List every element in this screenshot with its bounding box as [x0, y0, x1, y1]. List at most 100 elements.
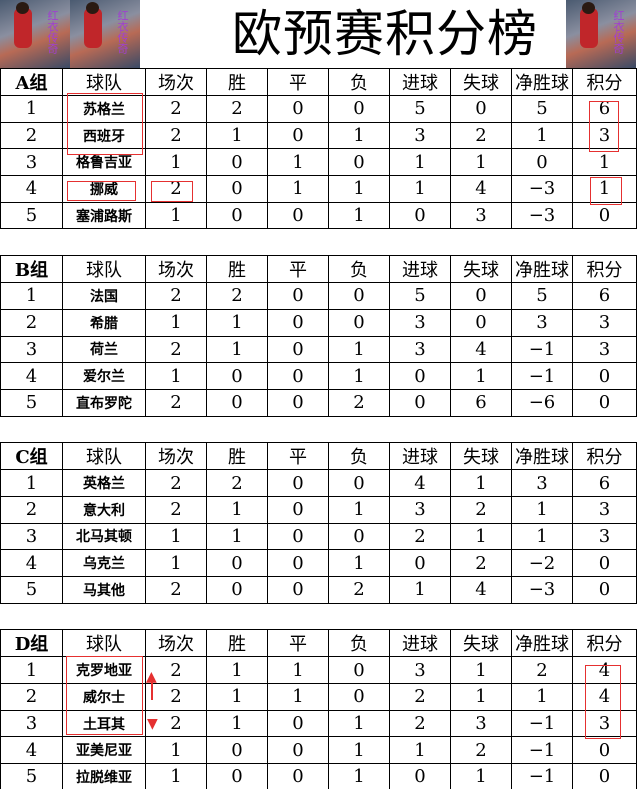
column-header: 失球	[450, 68, 512, 96]
table-cell: 0	[450, 282, 512, 310]
table-cell: −1	[511, 709, 573, 738]
table-cell: 2	[450, 121, 512, 150]
table-cell: 4	[572, 683, 637, 711]
table-cell: 0	[267, 95, 329, 123]
table-row: 2 西班牙 2 1 0 1 3 2 1 3	[0, 121, 637, 150]
player-logo-image: 红衣传奇	[0, 0, 70, 68]
team-name: 意大利	[62, 495, 146, 524]
column-header: 失球	[450, 442, 512, 471]
table-cell: 0	[328, 148, 390, 177]
table-row: 4 爱尔兰 1 0 0 1 0 1 −1 0	[0, 362, 637, 390]
group-label: A组	[0, 68, 63, 96]
table-cell: −1	[511, 763, 573, 789]
table-cell: 3	[0, 522, 63, 551]
table-cell: 6	[450, 388, 512, 417]
table-row: 1 苏格兰 2 2 0 0 5 0 5 6	[0, 95, 637, 123]
table-cell: 0	[328, 469, 390, 497]
empty-cell	[511, 228, 573, 257]
empty-cell	[389, 228, 451, 257]
group-label: D组	[0, 629, 63, 658]
table-cell: 1	[450, 522, 512, 551]
table-row: 3 荷兰 2 1 0 1 3 4 −1 3	[0, 335, 637, 364]
column-header: 场次	[145, 68, 207, 96]
team-name: 克罗地亚	[62, 656, 146, 685]
table-row: 5 塞浦路斯 1 0 0 1 0 3 −3 0	[0, 201, 637, 230]
table-cell: 2	[145, 121, 207, 150]
table-cell: 3	[572, 495, 637, 524]
empty-cell	[450, 602, 512, 631]
column-header: 失球	[450, 629, 512, 658]
column-header: 场次	[145, 442, 207, 471]
table-cell: 2	[206, 469, 268, 497]
table-cell: 1	[145, 522, 207, 551]
table-cell: 0	[328, 683, 390, 711]
table-cell: 0	[572, 362, 637, 390]
empty-cell	[572, 228, 637, 257]
table-row: 2 威尔士 2 1 1 0 2 1 1 4	[0, 683, 637, 711]
table-cell: 0	[572, 388, 637, 417]
table-cell: 1	[328, 335, 390, 364]
table-cell: 2	[145, 495, 207, 524]
column-header: 失球	[450, 255, 512, 284]
table-cell: 1	[450, 656, 512, 685]
table-cell: 0	[206, 148, 268, 177]
table-cell: 2	[450, 736, 512, 765]
table-cell: 0	[328, 95, 390, 123]
table-cell: 0	[267, 549, 329, 577]
table-cell: 0	[389, 763, 451, 789]
table-cell: 1	[328, 121, 390, 150]
table-cell: 1	[328, 495, 390, 524]
table-cell: 6	[572, 469, 637, 497]
table-cell: 0	[206, 736, 268, 765]
table-cell: 2	[206, 282, 268, 310]
table-cell: −2	[511, 549, 573, 577]
empty-cell	[450, 228, 512, 257]
table-cell: −3	[511, 175, 573, 203]
empty-cell	[145, 415, 207, 444]
table-cell: 0	[267, 308, 329, 337]
table-row: 3 格鲁吉亚 1 0 1 0 1 1 0 1	[0, 148, 637, 177]
spacer-row	[0, 228, 637, 257]
column-header: 球队	[62, 68, 146, 96]
table-cell: 1	[511, 683, 573, 711]
empty-cell	[511, 602, 573, 631]
table-cell: 1	[511, 495, 573, 524]
table-cell: 3	[572, 121, 637, 150]
table-cell: 0	[389, 388, 451, 417]
table-cell: 1	[328, 549, 390, 577]
table-cell: 1	[206, 522, 268, 551]
empty-cell	[62, 602, 146, 631]
empty-cell	[572, 602, 637, 631]
team-name: 乌克兰	[62, 549, 146, 577]
team-name: 格鲁吉亚	[62, 148, 146, 177]
column-header: 积分	[572, 255, 637, 284]
column-header: 进球	[389, 629, 451, 658]
table-cell: 1	[450, 683, 512, 711]
table-cell: 1	[145, 763, 207, 789]
table-cell: −6	[511, 388, 573, 417]
table-row: 2 意大利 2 1 0 1 3 2 1 3	[0, 495, 637, 524]
table-cell: 3	[572, 709, 637, 738]
team-name: 荷兰	[62, 335, 146, 364]
table-cell: 4	[0, 175, 63, 203]
table-cell: 1	[328, 362, 390, 390]
team-name: 亚美尼亚	[62, 736, 146, 765]
table-cell: 0	[267, 388, 329, 417]
table-cell: 1	[389, 175, 451, 203]
empty-cell	[206, 415, 268, 444]
column-header: 胜	[206, 442, 268, 471]
table-cell: 1	[206, 656, 268, 685]
empty-cell	[328, 415, 390, 444]
column-header: 平	[267, 255, 329, 284]
table-cell: 0	[267, 335, 329, 364]
table-cell: 0	[267, 201, 329, 230]
table-row: 4 挪威 2 0 1 1 1 4 −3 1	[0, 175, 637, 203]
table-cell: 2	[328, 576, 390, 604]
empty-cell	[328, 228, 390, 257]
column-header: 进球	[389, 255, 451, 284]
table-row: 3 北马其顿 1 1 0 0 2 1 1 3	[0, 522, 637, 551]
group-header-row: B组 球队 场次胜平负进球 失球 净胜球 积分	[0, 255, 637, 284]
table-row: 5 拉脱维亚 1 0 0 1 0 1 −1 0	[0, 763, 637, 789]
table-cell: 5	[389, 282, 451, 310]
table-cell: 1	[0, 282, 63, 310]
